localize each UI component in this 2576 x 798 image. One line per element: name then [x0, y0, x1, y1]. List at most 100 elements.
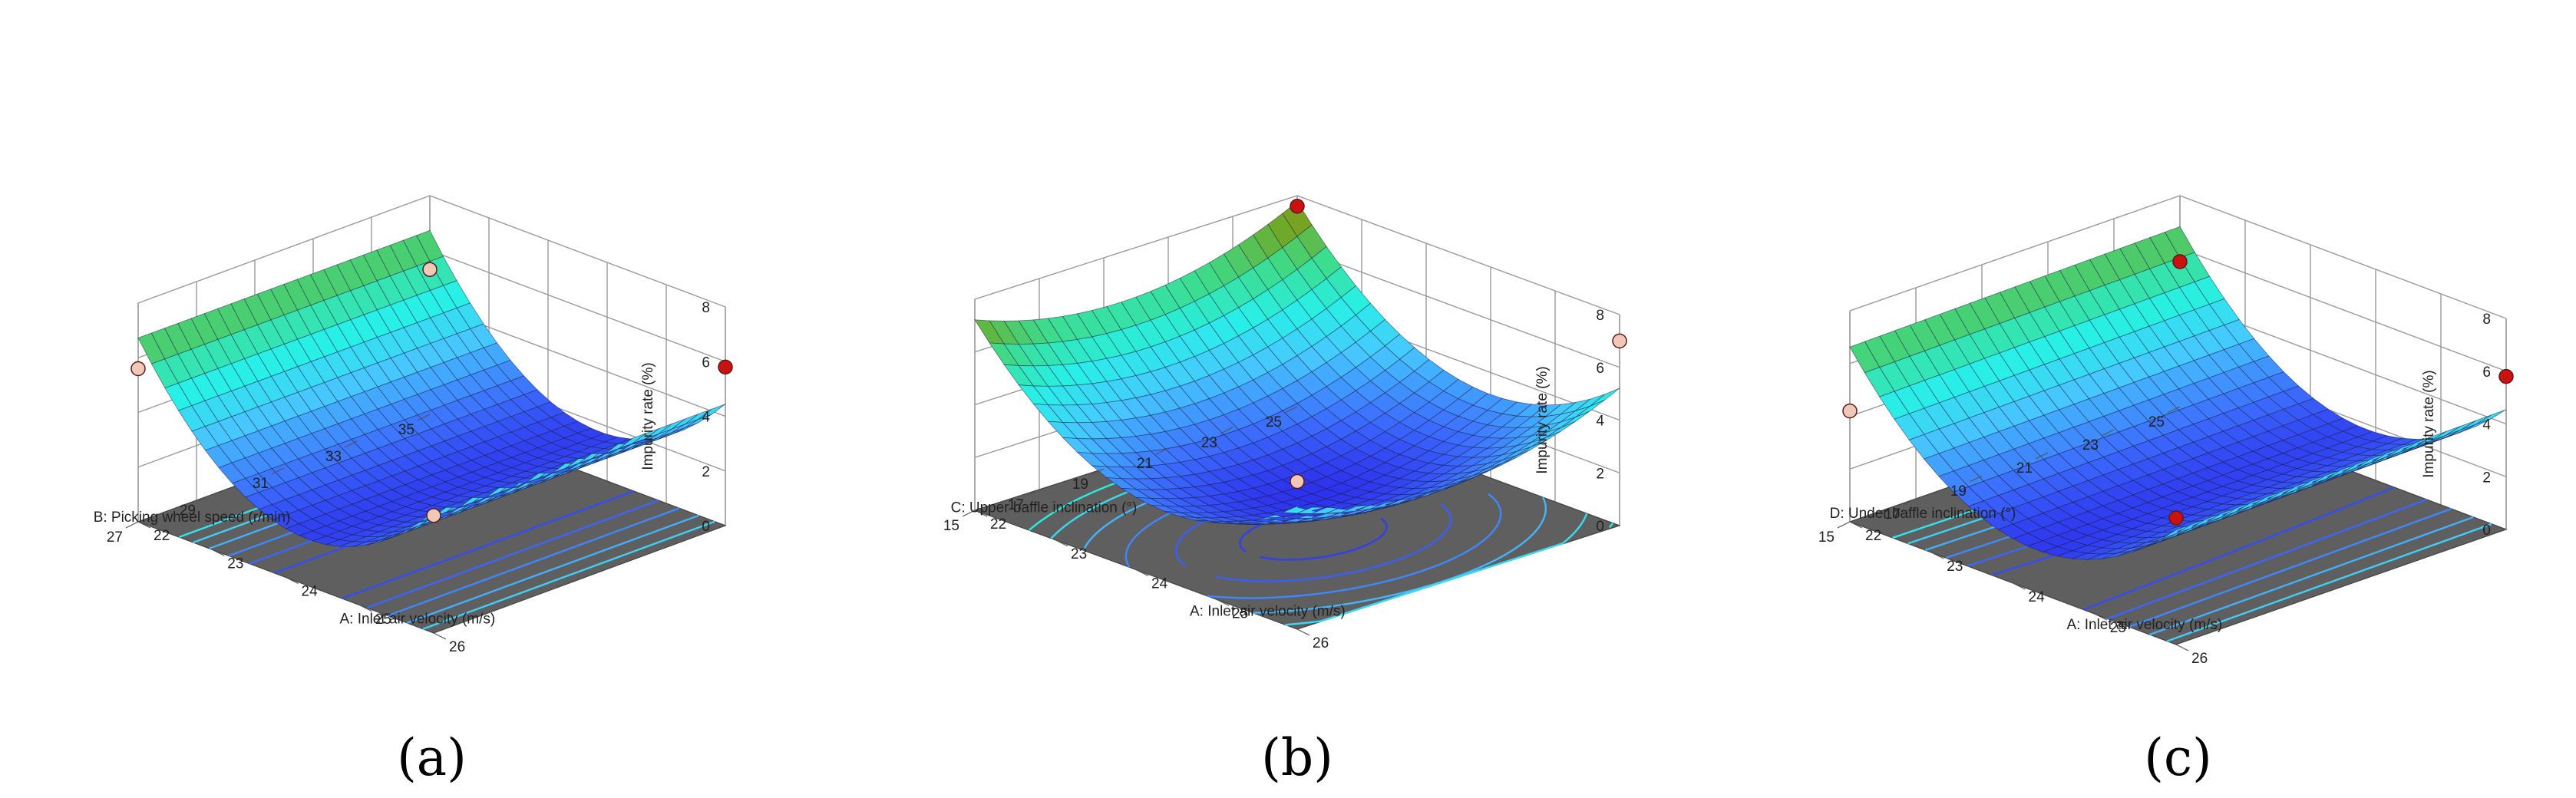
x-tick-label: 25 [2110, 620, 2126, 636]
response-surface [137, 229, 726, 547]
x-tick-label: 24 [1151, 576, 1168, 592]
y-tick-mark [2101, 429, 2115, 437]
contour-line [2129, 507, 2452, 628]
y-tick-mark [271, 467, 285, 475]
surface-cell [2475, 409, 2507, 425]
contour-line [2082, 486, 2395, 611]
y-tick-mark [1091, 468, 1105, 476]
y-tick-label: 17 [1884, 506, 1901, 523]
contour-line [1214, 503, 1452, 582]
surface-cell [1590, 387, 1620, 407]
design-point [1290, 473, 1305, 490]
y-tick-label: 33 [325, 449, 342, 465]
y-tick-mark [1969, 475, 1983, 483]
y-tick-label: 35 [398, 422, 414, 438]
design-point [2498, 368, 2514, 384]
x-tick-mark [211, 549, 225, 556]
z-tick-label: 8 [1596, 308, 1604, 324]
y-tick-mark [125, 521, 139, 529]
y-tick-label: 25 [2148, 414, 2165, 430]
response-surface [974, 201, 1620, 525]
x-tick-label: 22 [990, 516, 1006, 533]
y-tick-label: 21 [1137, 456, 1153, 472]
y-tick-mark [417, 414, 431, 421]
z-tick-label: 0 [702, 519, 710, 535]
y-tick-label: 17 [1008, 497, 1024, 513]
design-point [422, 262, 438, 277]
x-axis-label: A: Inlet air velocity (m/s) [340, 612, 496, 628]
design-point [1842, 403, 1858, 419]
design-point [130, 361, 146, 377]
design-point [718, 359, 733, 375]
x-tick-label: 24 [2029, 589, 2046, 605]
y-tick-mark [344, 440, 358, 448]
z-tick-label: 8 [702, 300, 710, 316]
z-axis-label: Impurity rate (%) [2421, 370, 2437, 477]
y-tick-mark [2167, 406, 2181, 414]
x-tick-mark [359, 605, 373, 612]
x-tick-mark [1055, 539, 1068, 547]
x-tick-mark [974, 509, 988, 517]
design-point [2168, 510, 2184, 526]
x-tick-mark [2175, 644, 2189, 651]
y-tick-label: 29 [180, 503, 196, 519]
x-tick-label: 26 [1313, 635, 1329, 651]
z-tick-label: 6 [702, 354, 710, 371]
x-tick-label: 22 [1865, 528, 1881, 544]
x-tick-mark [2094, 613, 2108, 621]
panel-label: (b) [1261, 728, 1333, 787]
y-tick-mark [1903, 498, 1917, 506]
y-tick-mark [2035, 452, 2049, 460]
x-tick-mark [1930, 552, 1944, 559]
x-tick-mark [2013, 582, 2026, 590]
y-tick-mark [1284, 406, 1298, 414]
y-tick-label: 15 [943, 518, 959, 534]
z-tick-label: 2 [702, 464, 710, 480]
z-tick-label: 2 [2482, 470, 2491, 486]
z-tick-label: 2 [1596, 466, 1604, 482]
x-tick-label: 22 [154, 528, 170, 544]
surface-cell [698, 404, 726, 420]
z-tick-label: 4 [2482, 417, 2491, 434]
contour-line [422, 520, 715, 630]
response-surface [1849, 226, 2507, 560]
x-tick-mark [433, 632, 447, 640]
y-axis-label: C: Upper baffle inclination (°) [951, 500, 1138, 516]
panel-label: (a) [397, 728, 467, 787]
contour-line [366, 500, 659, 609]
x-tick-label: 23 [1071, 546, 1087, 562]
y-tick-label: 31 [253, 476, 269, 492]
contour-line [2107, 498, 2427, 620]
y-tick-mark [1837, 521, 1851, 529]
y-tick-mark [1155, 447, 1169, 455]
z-tick-label: 8 [2482, 312, 2491, 328]
z-axis-label: Impurity rate (%) [640, 362, 656, 470]
x-tick-label: 26 [449, 639, 465, 655]
y-axis-label: D: Under baffle inclination (°) [1830, 506, 2016, 522]
x-tick-mark [1849, 521, 1863, 529]
x-tick-label: 25 [1232, 605, 1248, 622]
y-tick-label: 19 [1950, 483, 1967, 500]
y-axis-label: B: Picking wheel speed (r/min) [94, 509, 291, 526]
y-tick-mark [198, 494, 212, 502]
contour-line [2149, 516, 2474, 636]
z-tick-label: 4 [1596, 414, 1604, 430]
design-point [1290, 199, 1305, 214]
contour-line [1207, 493, 1502, 599]
x-axis-label: A: Inlet air velocity (m/s) [1190, 604, 1346, 620]
design-point [2172, 254, 2188, 269]
contour-line [1285, 513, 1588, 626]
contour-line [1608, 523, 1614, 529]
x-axis-label: A: Inlet air velocity (m/s) [2067, 617, 2223, 633]
y-tick-mark [1026, 489, 1040, 496]
contour-line [1260, 517, 1388, 561]
z-axis-label: Impurity rate (%) [1534, 366, 1551, 473]
y-tick-label: 21 [2016, 460, 2033, 476]
y-tick-label: 25 [1266, 414, 1282, 430]
y-tick-label: 15 [1818, 529, 1835, 546]
x-tick-mark [1296, 628, 1310, 636]
z-tick-label: 4 [702, 410, 710, 426]
